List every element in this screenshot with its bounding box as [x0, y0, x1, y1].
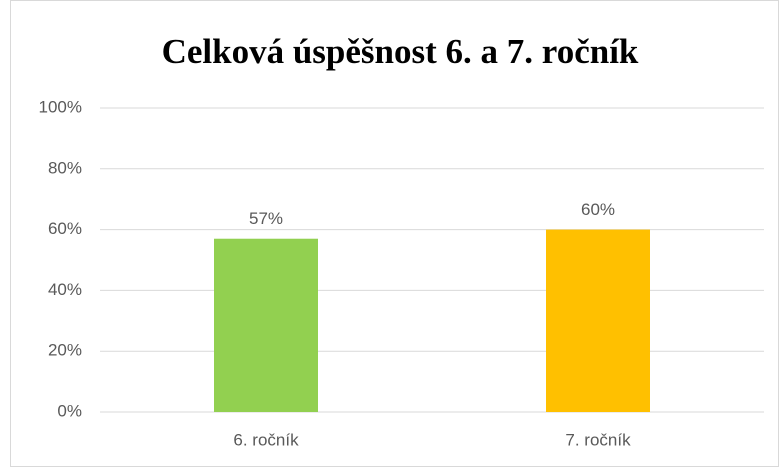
y-tick-label: 60%	[48, 219, 82, 238]
bar	[546, 229, 650, 412]
y-tick-label: 80%	[48, 158, 82, 177]
bar	[214, 238, 318, 412]
value-label: 60%	[581, 200, 615, 219]
value-label: 57%	[249, 209, 283, 228]
y-tick-label: 100%	[39, 97, 82, 116]
x-tick-label: 7. ročník	[565, 430, 631, 449]
x-tick-label: 6. ročník	[233, 430, 299, 449]
y-tick-label: 20%	[48, 341, 82, 360]
chart-title: Celková úspěšnost 6. a 7. ročník	[162, 32, 639, 71]
chart-border	[10, 0, 779, 467]
y-tick-label: 0%	[57, 401, 82, 420]
y-tick-label: 40%	[48, 280, 82, 299]
